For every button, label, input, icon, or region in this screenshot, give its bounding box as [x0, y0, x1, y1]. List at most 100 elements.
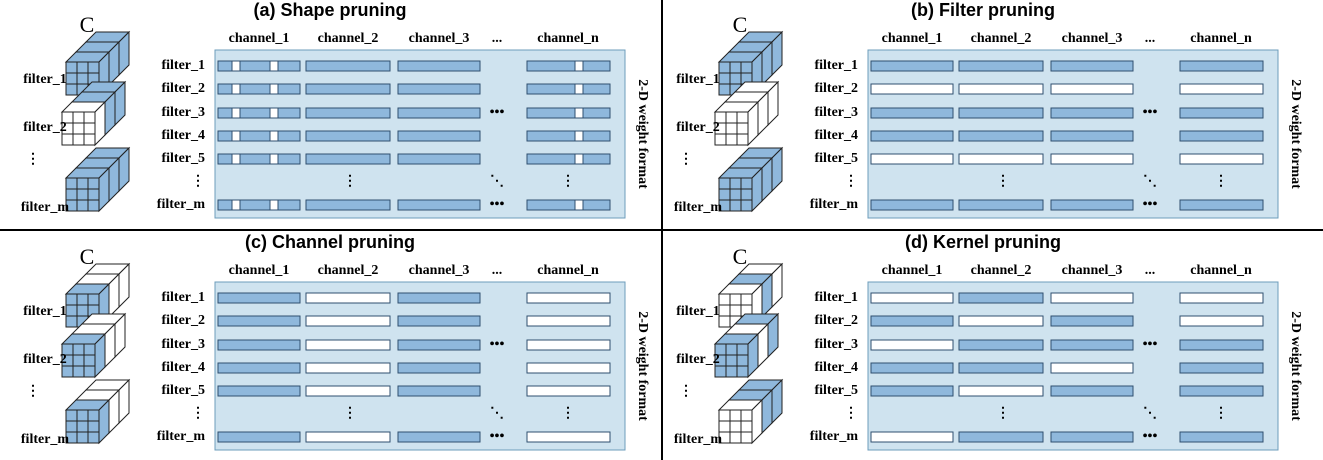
- gap-dots: ⋮: [996, 406, 1010, 421]
- weight-bar: [306, 363, 390, 373]
- weight-bar: [1180, 108, 1263, 118]
- cube-cell: [737, 366, 748, 377]
- weight-bar: [527, 84, 610, 94]
- filter-label: filter_4: [814, 360, 858, 375]
- cube-cell: [66, 410, 77, 421]
- weight-bar: [1051, 108, 1133, 118]
- cube-filter-label: ⋮: [679, 384, 693, 399]
- channel-label: channel_n: [537, 263, 599, 278]
- weight-bar: [871, 84, 953, 94]
- weight-bar: [398, 108, 480, 118]
- weight-bar: [398, 340, 480, 350]
- channel-label: ...: [1145, 263, 1156, 278]
- row-ellipsis: •••: [1143, 105, 1158, 120]
- channel-label: channel_n: [1190, 31, 1252, 46]
- pruned-slot: [575, 108, 583, 118]
- weight-bar: [1180, 61, 1263, 71]
- cube-cell: [88, 294, 99, 305]
- cube-filter-label: filter_1: [23, 72, 67, 87]
- gap-dots: ⋮: [1214, 174, 1228, 189]
- weight-bar: [527, 200, 610, 210]
- cube-label: C: [80, 244, 95, 269]
- cube-cell: [741, 178, 752, 189]
- panel: (b) Filter pruningchannel_1channel_2chan…: [674, 0, 1303, 218]
- pruned-slot: [575, 131, 583, 141]
- weight-bar: [398, 61, 480, 71]
- weight-bar: [1051, 154, 1133, 164]
- cube-cell: [726, 123, 737, 134]
- filter-label: filter_m: [810, 197, 859, 212]
- weight-bar: [306, 340, 390, 350]
- cube-cell: [741, 189, 752, 200]
- weight-bar: [871, 432, 953, 442]
- weight-bar: [218, 340, 300, 350]
- cube-label: C: [733, 12, 748, 37]
- filter-label: ⋮: [191, 174, 205, 189]
- cube-cell: [726, 112, 737, 123]
- filter-label: filter_4: [161, 360, 205, 375]
- cube-cell: [66, 73, 77, 84]
- cube-cell: [84, 123, 95, 134]
- channel-label: channel_1: [229, 263, 290, 278]
- channel-label: ...: [492, 263, 503, 278]
- filter-label: filter_3: [161, 105, 205, 120]
- weight-bar: [306, 432, 390, 442]
- weight-bar: [871, 363, 953, 373]
- gap-dots: ⋮: [1214, 406, 1228, 421]
- weight-bar: [527, 154, 610, 164]
- cube-cell: [84, 355, 95, 366]
- weight-bar: [398, 293, 480, 303]
- gap-dots: ⋮: [561, 406, 575, 421]
- weight-bar: [1180, 316, 1263, 326]
- weight-bar: [218, 363, 300, 373]
- weight-bar: [1051, 316, 1133, 326]
- cube-cell: [88, 432, 99, 443]
- cube-cell: [741, 294, 752, 305]
- cube-cell: [66, 178, 77, 189]
- weight-bar: [1051, 432, 1133, 442]
- cube-cell: [741, 432, 752, 443]
- cube-cell: [66, 189, 77, 200]
- weight-bar: [306, 316, 390, 326]
- cube-cell: [66, 84, 77, 95]
- panel-title: (c) Channel pruning: [245, 232, 415, 252]
- cube-cell: [66, 294, 77, 305]
- weight-bar: [398, 200, 480, 210]
- channel-label: ...: [492, 31, 503, 46]
- weight-bar: [959, 154, 1043, 164]
- cube-filter-label: filter_2: [676, 120, 720, 135]
- filter-label: filter_2: [814, 313, 858, 328]
- filter-label: filter_5: [814, 151, 858, 166]
- cube-cell: [730, 294, 741, 305]
- cube-filter-label: filter_1: [676, 72, 720, 87]
- cube-filter-label: filter_m: [21, 200, 70, 215]
- weight-bar: [398, 432, 480, 442]
- channel-label: channel_2: [318, 31, 379, 46]
- cube-cell: [84, 112, 95, 123]
- cube-filter-label: ⋮: [679, 152, 693, 167]
- filter-label: filter_1: [161, 290, 205, 305]
- weight-bar: [1051, 61, 1133, 71]
- weight-bar: [1180, 154, 1263, 164]
- cube-cell: [730, 178, 741, 189]
- row-ellipsis: •••: [490, 197, 505, 212]
- weight-bar: [1180, 293, 1263, 303]
- weight-bar: [959, 61, 1043, 71]
- cube-cell: [730, 410, 741, 421]
- cube-cell: [737, 344, 748, 355]
- row-ellipsis: •••: [1143, 429, 1158, 444]
- cube-cell: [73, 344, 84, 355]
- cube-cell: [719, 410, 730, 421]
- weight-bar: [1051, 84, 1133, 94]
- weight-bar: [306, 154, 390, 164]
- weight-bar: [527, 316, 610, 326]
- weight-bar: [1051, 340, 1133, 350]
- weight-bar: [871, 200, 953, 210]
- cube-cell: [730, 421, 741, 432]
- cube-cell: [73, 123, 84, 134]
- gap-dots: ⋱: [1143, 174, 1157, 189]
- weight-bar: [218, 432, 300, 442]
- cube-cell: [77, 432, 88, 443]
- weight-bar: [218, 84, 300, 94]
